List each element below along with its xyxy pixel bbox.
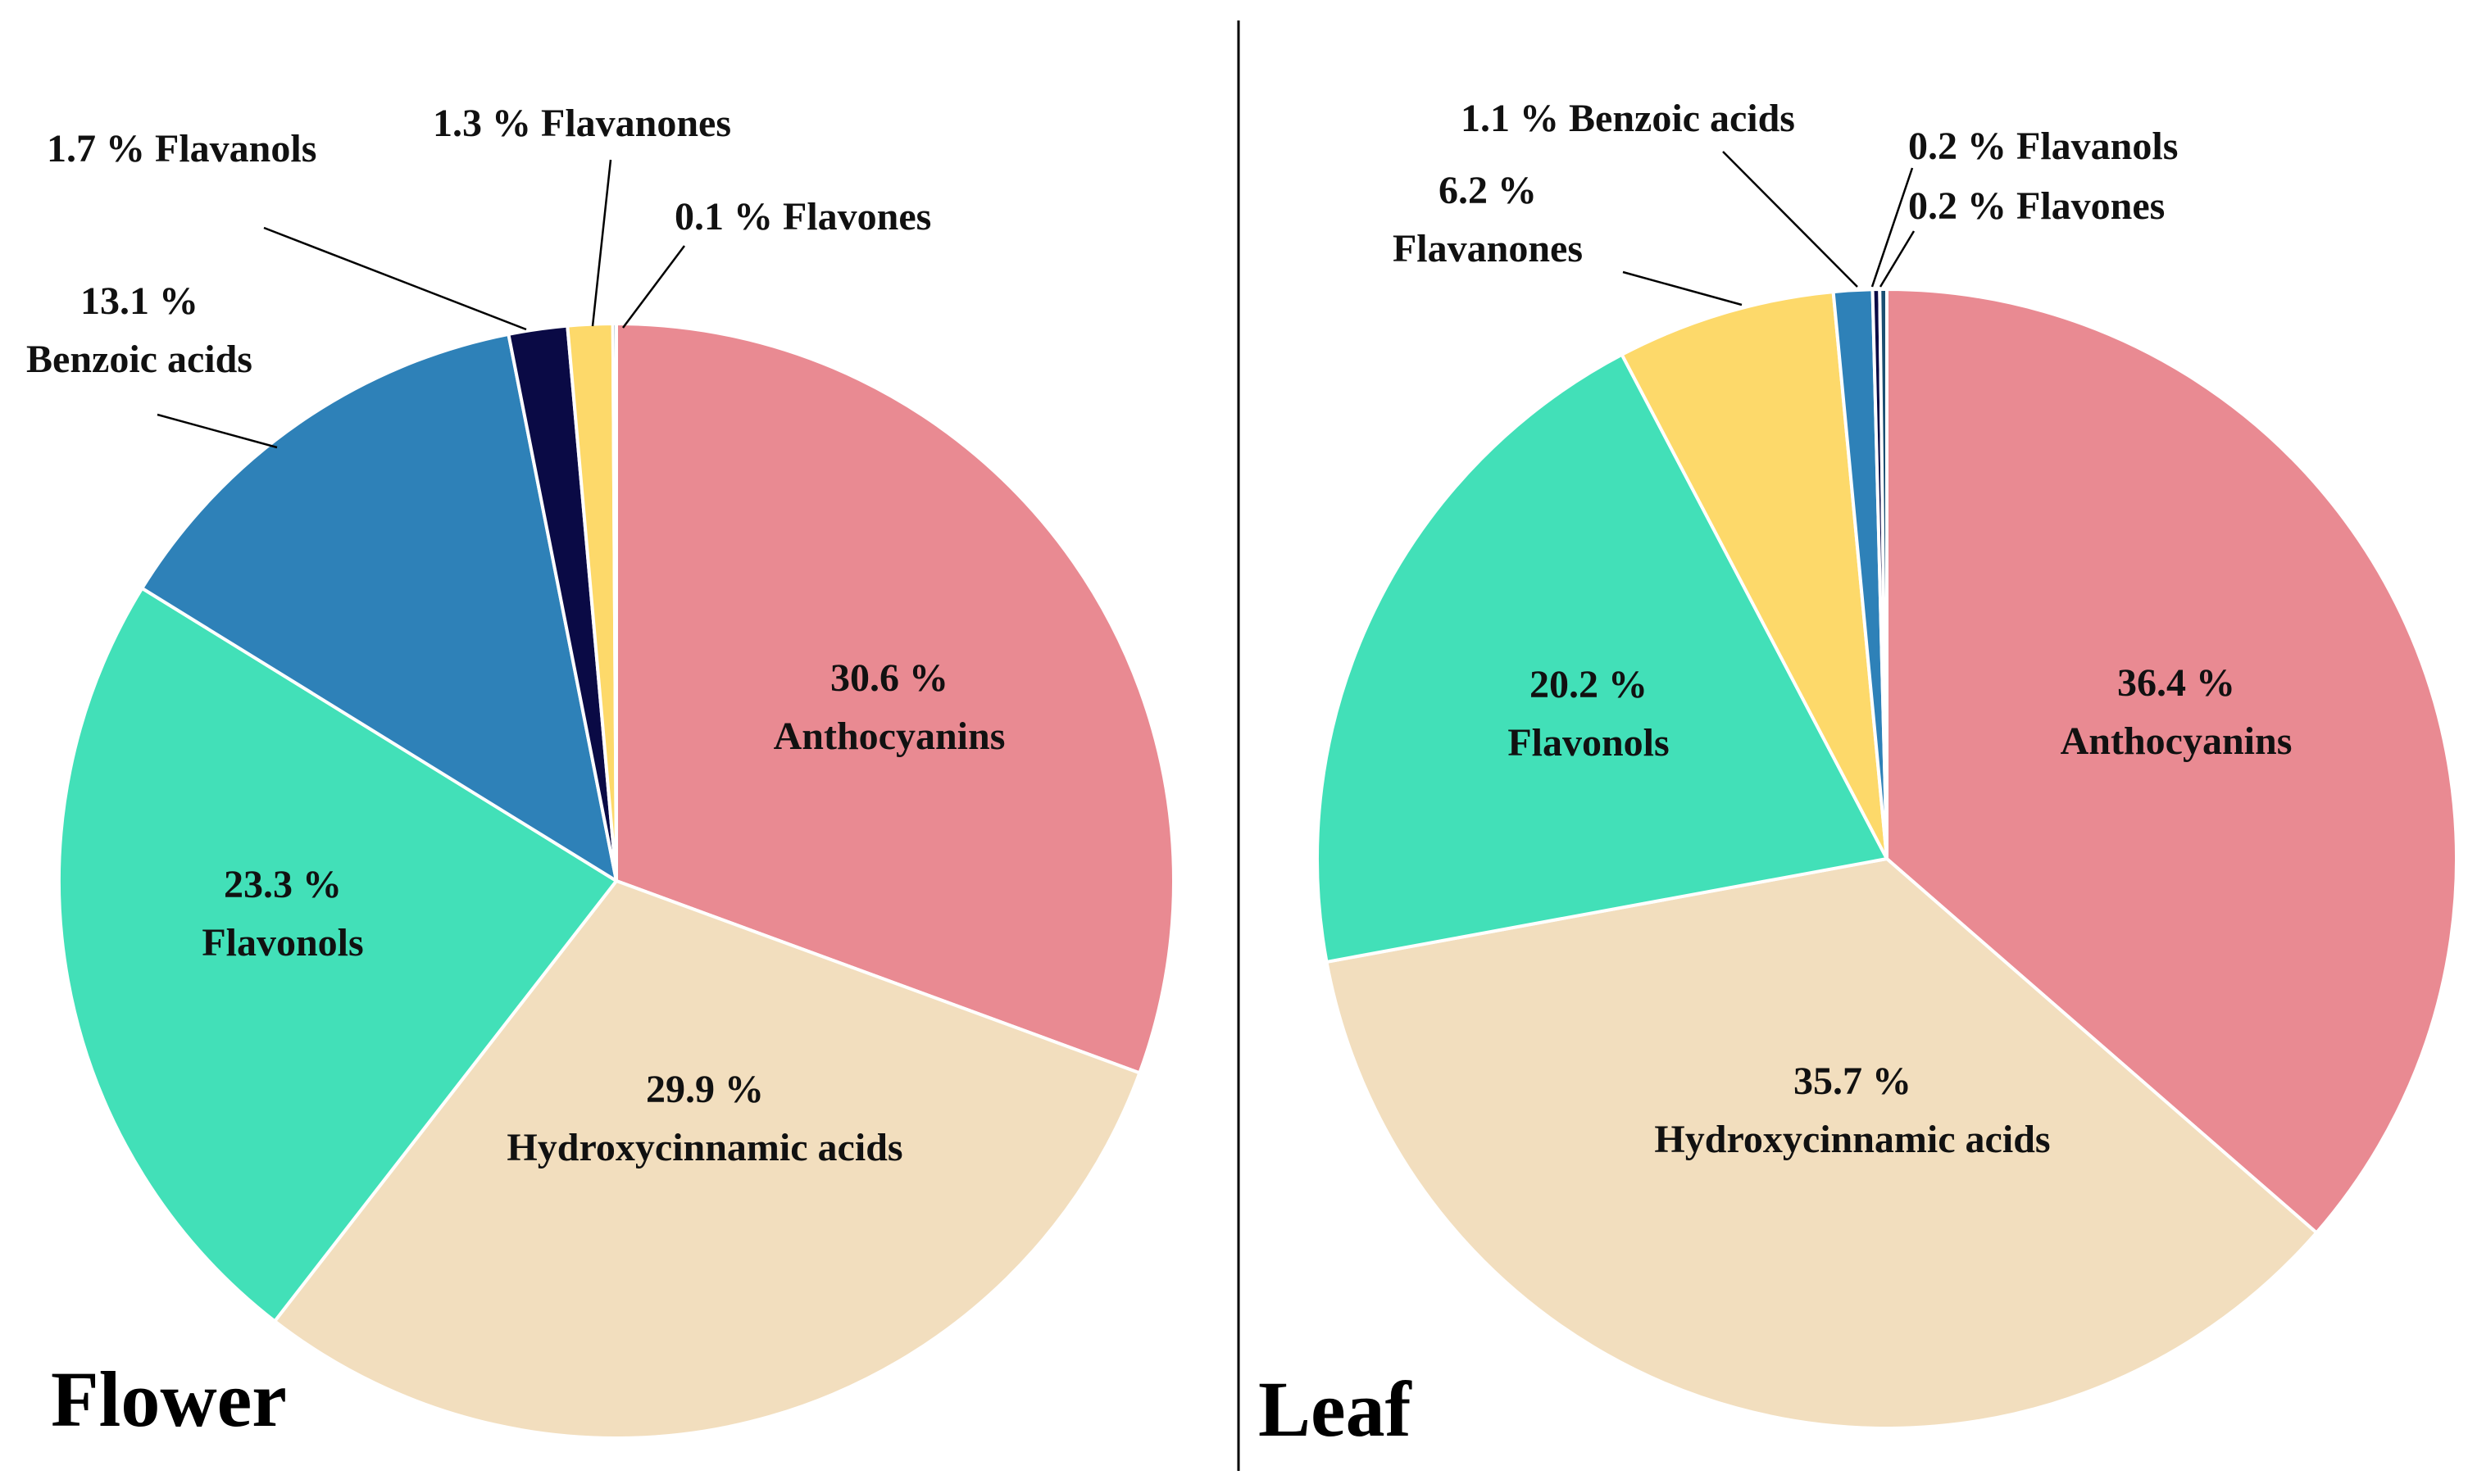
flower-slice-anthocyanins xyxy=(615,322,1175,1075)
leaf-leader-line-benzoic-acids xyxy=(1722,151,1858,288)
flower-data-label-flavones: 0.1 % Flavones xyxy=(675,195,931,238)
leaf-slice-hydroxycinnamic-acids xyxy=(1325,857,2319,1430)
leaf-chart-title: Leaf xyxy=(1258,1365,1412,1453)
flower-chart-title: Flower xyxy=(51,1355,287,1443)
leaf-slice-anthocyanins xyxy=(1885,288,2458,1235)
flower-slice-hydroxycinnamic-acids xyxy=(273,879,1142,1440)
leaf-data-label-flavanones: 6.2 % Flavanones xyxy=(1393,169,1583,270)
leaf-data-label-hydroxycinnamic-acids: 35.7 % Hydroxycinnamic acids xyxy=(1654,1060,2050,1161)
flower-data-label-anthocyanins: 30.6 % Anthocyanins xyxy=(774,656,1006,758)
flower-data-label-benzoic-acids: 13.1 % Benzoic acids xyxy=(26,279,252,381)
leaf-slice-flavones xyxy=(1878,287,1888,860)
flower-slice-benzoic-acids xyxy=(140,332,618,883)
flower-leader-line-flavanones xyxy=(591,159,612,327)
flower-pie-chart: 30.6 % Anthocyanins 29.9 % Hydroxycinnamic … xyxy=(26,102,1175,1443)
leaf-data-label-anthocyanins: 36.4 % Anthocyanins xyxy=(2061,661,2293,763)
flower-slice-flavonols xyxy=(57,586,618,1323)
flower-leader-line-flavones xyxy=(622,245,685,329)
leaf-pie-chart: 36.4 % Anthocyanins 35.7 % Hydroxycinnamic … xyxy=(1258,97,2458,1453)
leaf-leader-line-flavones xyxy=(1879,230,1916,288)
leaf-data-label-flavanols: 0.2 % Flavanols xyxy=(1908,125,2178,168)
flower-leader-line-benzoic-acids xyxy=(157,413,278,449)
leaf-data-label-benzoic-acids: 1.1 % Benzoic acids xyxy=(1461,97,1795,140)
leaf-leader-line-flavanones xyxy=(1622,270,1743,306)
leaf-slice-flavanones xyxy=(1620,290,1888,860)
leaf-leader-line-flavanols xyxy=(1870,167,1914,288)
flower-data-label-flavanones: 1.3 % Flavanones xyxy=(433,102,731,145)
leaf-slice-flavonols xyxy=(1316,352,1888,964)
flower-leader-line-flavanols xyxy=(263,226,527,331)
flower-data-label-flavonols: 23.3 % Flavonols xyxy=(202,863,363,964)
leaf-data-label-flavones: 0.2 % Flavones xyxy=(1908,184,2165,228)
flower-data-label-hydroxycinnamic-acids: 29.9 % Hydroxycinnamic acids xyxy=(507,1068,902,1169)
leaf-data-label-flavonols: 20.2 % Flavonols xyxy=(1507,663,1669,765)
flower-data-label-flavanols: 1.7 % Flavanols xyxy=(47,127,316,170)
flower-slice-flavones xyxy=(611,321,618,883)
